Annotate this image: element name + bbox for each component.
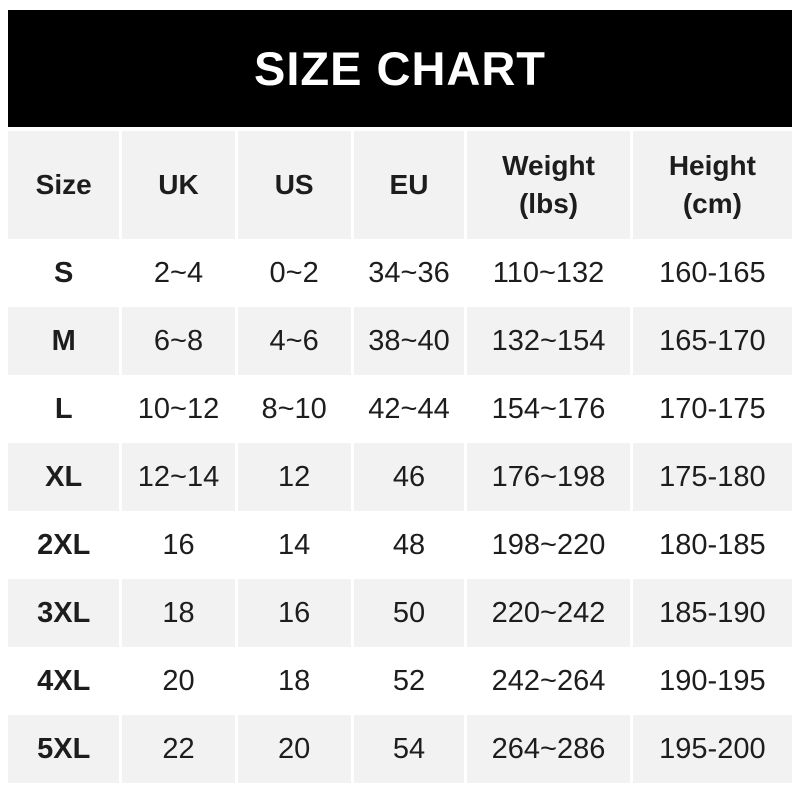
height-value: 190-195 bbox=[629, 647, 792, 715]
size-label: 4XL bbox=[37, 664, 91, 697]
eu-value: 50 bbox=[350, 579, 466, 647]
column-header-uk: UK bbox=[119, 131, 237, 239]
height-value: 195-200 bbox=[629, 715, 792, 783]
table-row-5xl: 5XL 22 20 54 264~286 195-200 bbox=[8, 715, 792, 783]
size-chart-table: Size UK US EU Weight (lbs) Height (cm) S… bbox=[8, 131, 792, 783]
weight-value: 198~220 bbox=[464, 511, 632, 579]
column-header-size: Size bbox=[35, 169, 92, 201]
weight-value: 132~154 bbox=[464, 307, 632, 375]
us-value: 18 bbox=[234, 647, 353, 715]
us-value: 4~6 bbox=[234, 307, 353, 375]
eu-value: 46 bbox=[350, 443, 466, 511]
us-value: 14 bbox=[234, 511, 353, 579]
column-header-height: Height (cm) bbox=[629, 131, 792, 239]
uk-value: 10~12 bbox=[119, 375, 237, 443]
size-label: XL bbox=[45, 460, 83, 493]
header-row: Size UK US EU Weight (lbs) Height (cm) bbox=[8, 131, 792, 239]
uk-value: 18 bbox=[119, 579, 237, 647]
size-label: 2XL bbox=[37, 528, 91, 561]
us-value: 16 bbox=[234, 579, 353, 647]
uk-value: 6~8 bbox=[119, 307, 237, 375]
eu-value: 48 bbox=[350, 511, 466, 579]
height-value: 185-190 bbox=[629, 579, 792, 647]
uk-value: 2~4 bbox=[119, 239, 237, 307]
us-value: 12 bbox=[234, 443, 353, 511]
weight-value: 154~176 bbox=[464, 375, 632, 443]
table-row-2xl: 2XL 16 14 48 198~220 180-185 bbox=[8, 511, 792, 579]
size-chart-page: SIZE CHART Size UK US EU Weight (lbs) He… bbox=[8, 10, 792, 783]
eu-value: 38~40 bbox=[350, 307, 466, 375]
weight-value: 242~264 bbox=[464, 647, 632, 715]
weight-value: 264~286 bbox=[464, 715, 632, 783]
table-row-s: S 2~4 0~2 34~36 110~132 160-165 bbox=[8, 239, 792, 307]
page-title: SIZE CHART bbox=[254, 42, 546, 95]
size-label: 5XL bbox=[37, 732, 91, 765]
height-value: 170-175 bbox=[629, 375, 792, 443]
uk-value: 16 bbox=[119, 511, 237, 579]
height-value: 160-165 bbox=[629, 239, 792, 307]
column-header-us: US bbox=[234, 131, 353, 239]
uk-value: 12~14 bbox=[119, 443, 237, 511]
table-row-4xl: 4XL 20 18 52 242~264 190-195 bbox=[8, 647, 792, 715]
weight-value: 110~132 bbox=[464, 239, 632, 307]
height-value: 175-180 bbox=[629, 443, 792, 511]
weight-value: 220~242 bbox=[464, 579, 632, 647]
eu-value: 34~36 bbox=[350, 239, 466, 307]
eu-value: 52 bbox=[350, 647, 466, 715]
height-value: 165-170 bbox=[629, 307, 792, 375]
height-value: 180-185 bbox=[629, 511, 792, 579]
table-row-m: M 6~8 4~6 38~40 132~154 165-170 bbox=[8, 307, 792, 375]
weight-value: 176~198 bbox=[464, 443, 632, 511]
size-label: L bbox=[54, 392, 73, 425]
size-label: M bbox=[51, 324, 76, 357]
table-row-l: L 10~12 8~10 42~44 154~176 170-175 bbox=[8, 375, 792, 443]
size-label: 3XL bbox=[37, 596, 91, 629]
size-label: S bbox=[54, 256, 74, 289]
table-row-3xl: 3XL 18 16 50 220~242 185-190 bbox=[8, 579, 792, 647]
eu-value: 54 bbox=[350, 715, 466, 783]
eu-value: 42~44 bbox=[350, 375, 466, 443]
us-value: 0~2 bbox=[234, 239, 353, 307]
column-header-eu: EU bbox=[350, 131, 466, 239]
us-value: 20 bbox=[234, 715, 353, 783]
column-header-weight: Weight (lbs) bbox=[464, 131, 632, 239]
title-banner: SIZE CHART bbox=[8, 10, 792, 127]
uk-value: 20 bbox=[119, 647, 237, 715]
table-row-xl: XL 12~14 12 46 176~198 175-180 bbox=[8, 443, 792, 511]
us-value: 8~10 bbox=[234, 375, 353, 443]
uk-value: 22 bbox=[119, 715, 237, 783]
